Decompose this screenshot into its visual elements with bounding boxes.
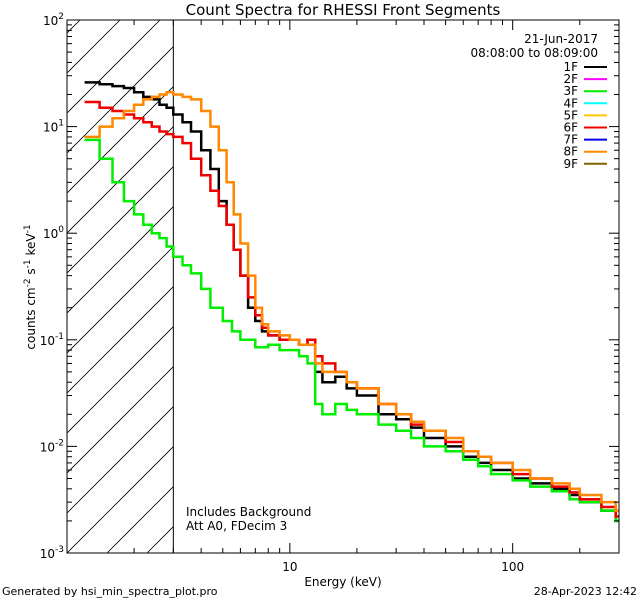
- hatch-line: [307, 20, 640, 553]
- footer-generated-by: Generated by hsi_min_spectra_plot.pro: [2, 585, 218, 598]
- footer-timestamp: 28-Apr-2023 12:42: [534, 585, 637, 598]
- hatch-line: [67, 366, 174, 474]
- y-tick-labels: 10-3 10-2 10-1 100 101 102: [40, 12, 65, 561]
- legend-label: 5F: [563, 108, 578, 122]
- note-attenuator: Att A0, FDecim 3: [186, 519, 287, 533]
- hatch-line: [67, 406, 174, 514]
- legend-label: 9F: [563, 157, 578, 171]
- y-axis-label: counts cm-2 s-1 keV-1: [23, 224, 38, 349]
- y-tick-label: 100: [43, 225, 64, 241]
- legend-label: 7F: [563, 133, 578, 147]
- hatch-line: [67, 326, 174, 434]
- hatch-line: [67, 20, 161, 114]
- hatch-line: [427, 20, 640, 553]
- hatch-line: [67, 446, 174, 553]
- y-tick-label: 10-1: [40, 332, 64, 348]
- legend-label: 6F: [563, 121, 578, 135]
- below-threshold-hatch: [0, 20, 640, 553]
- y-tick-label: 101: [43, 119, 64, 135]
- series-6f-line: [84, 100, 619, 518]
- y-tick-label: 102: [43, 12, 64, 28]
- date-label: 21-Jun-2017: [524, 32, 598, 46]
- legend-label: 4F: [563, 96, 578, 110]
- hatch-line: [67, 86, 174, 194]
- plot-frame: [66, 19, 620, 554]
- chart-title: Count Spectra for RHESSI Front Segments: [186, 1, 501, 19]
- hatch-line: [67, 20, 81, 34]
- legend-label: 3F: [563, 84, 578, 98]
- hatch-line: [67, 126, 174, 234]
- y-tick-label: 10-2: [40, 438, 64, 454]
- hatch-line: [0, 20, 40, 553]
- axis-ticks: [66, 19, 620, 554]
- x-axis-label: Energy (keV): [304, 575, 381, 589]
- x-tick-labels: 10 100: [282, 560, 524, 574]
- series-3f-line: [84, 138, 619, 523]
- legend-label: 8F: [563, 145, 578, 159]
- hatch-line: [547, 20, 640, 553]
- hatch-line: [67, 246, 174, 354]
- hatch-line: [267, 20, 640, 553]
- y-tick-label: 10-3: [40, 545, 64, 561]
- legend-label: 2F: [563, 72, 578, 86]
- time-range-label: 08:08:00 to 08:09:00: [471, 46, 598, 60]
- hatch-line: [587, 20, 640, 553]
- x-tick-label: 10: [282, 560, 297, 574]
- legend-label: 1F: [563, 60, 578, 74]
- x-tick-label: 100: [501, 560, 524, 574]
- hatch-line: [227, 20, 640, 553]
- series-layer: [84, 81, 619, 523]
- hatch-line: [67, 286, 174, 394]
- hatch-line: [67, 20, 121, 74]
- hatch-line: [106, 486, 174, 553]
- hatch-line: [67, 206, 174, 314]
- series-8f-line: [84, 91, 619, 512]
- note-background: Includes Background: [186, 505, 311, 519]
